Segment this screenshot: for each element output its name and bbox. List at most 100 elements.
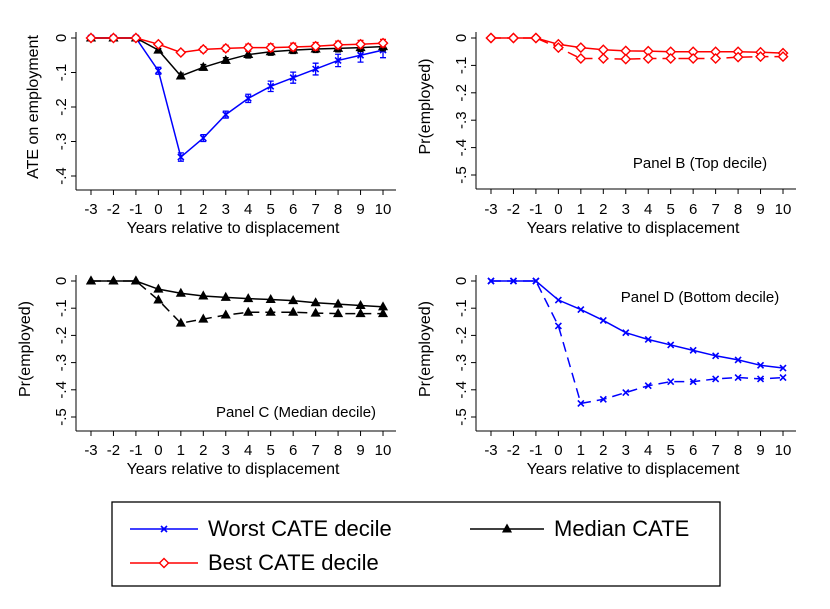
data-point bbox=[198, 290, 209, 300]
data-point bbox=[575, 53, 587, 65]
series-counterfactual bbox=[485, 32, 789, 65]
data-point bbox=[575, 42, 587, 54]
x-tick-label: 5 bbox=[267, 442, 275, 459]
data-point bbox=[287, 41, 299, 53]
data-point bbox=[689, 378, 697, 386]
legend-label-worst: Worst CATE decile bbox=[208, 516, 392, 541]
data-point bbox=[530, 32, 542, 44]
data-point bbox=[487, 277, 495, 285]
data-point bbox=[220, 291, 231, 301]
y-tick-label: -.3 bbox=[453, 111, 470, 129]
legend-box bbox=[111, 501, 721, 587]
y-tick-label: -.2 bbox=[53, 327, 70, 345]
x-tick-label: -2 bbox=[107, 201, 120, 218]
data-point bbox=[779, 373, 787, 382]
data-point bbox=[85, 275, 97, 285]
y-tick-label: -.4 bbox=[53, 381, 70, 399]
data-point bbox=[243, 293, 254, 303]
y-tick-label: -.1 bbox=[453, 299, 470, 317]
x-tick-label: 10 bbox=[375, 442, 392, 459]
y-tick-label: 0 bbox=[53, 34, 70, 42]
data-point bbox=[734, 373, 742, 382]
data-point bbox=[198, 313, 209, 323]
panelC: 0-.1-.2-.3-.4-.5-3 -2 -1 0 1 2 3 4 5 6 7 8 9 10Years … bbox=[17, 275, 396, 478]
data-point bbox=[222, 111, 230, 119]
x-tick-label: 9 bbox=[356, 201, 364, 218]
data-point bbox=[130, 32, 142, 44]
x-tick-label: -1 bbox=[129, 201, 142, 218]
x-tick-label: 3 bbox=[222, 201, 230, 218]
x-tick-label: 7 bbox=[711, 442, 719, 459]
series-best-cate-decile bbox=[85, 32, 389, 58]
data-point bbox=[599, 316, 607, 325]
y-tick-label: -.3 bbox=[53, 133, 70, 151]
data-point bbox=[356, 51, 365, 59]
data-point bbox=[622, 329, 630, 337]
data-point bbox=[107, 32, 119, 44]
series-counterfactual bbox=[487, 277, 787, 407]
data-point bbox=[265, 42, 277, 54]
data-point bbox=[509, 277, 518, 285]
x-tick-label: 9 bbox=[756, 442, 764, 459]
y-tick-label: -.5 bbox=[53, 408, 70, 426]
series-line bbox=[490, 280, 784, 405]
data-point bbox=[175, 287, 186, 297]
x-tick-label: 4 bbox=[244, 442, 252, 459]
data-point bbox=[665, 53, 677, 65]
data-point bbox=[710, 53, 722, 65]
x-tick-label: -2 bbox=[507, 201, 520, 218]
data-point bbox=[599, 395, 607, 403]
data-point bbox=[288, 295, 299, 305]
data-point bbox=[597, 44, 609, 56]
y-tick-label: 0 bbox=[453, 34, 470, 42]
data-point bbox=[642, 53, 654, 65]
y-tick-label: -.2 bbox=[53, 98, 70, 116]
x-tick-label: 6 bbox=[289, 201, 297, 218]
x-tick-label: -1 bbox=[529, 201, 542, 218]
x-tick-label: 0 bbox=[554, 442, 562, 459]
x-tick-label: 3 bbox=[622, 201, 630, 218]
data-point bbox=[689, 346, 697, 354]
data-point bbox=[687, 53, 699, 65]
y-tick-label: 0 bbox=[53, 277, 70, 285]
x-tick-label: 8 bbox=[734, 201, 742, 218]
data-point bbox=[197, 43, 209, 55]
x-tick-label: 10 bbox=[775, 201, 792, 218]
data-point bbox=[355, 38, 367, 50]
y-axis-title: Pr(employed) bbox=[417, 58, 434, 154]
x-tick-label: 0 bbox=[154, 201, 162, 218]
legend: Worst CATE decile Median CATE Best CATE … bbox=[111, 501, 721, 587]
data-point bbox=[244, 94, 252, 102]
legend-label-median: Median CATE bbox=[554, 516, 689, 541]
x-tick-label: 7 bbox=[311, 442, 319, 459]
data-point bbox=[507, 32, 519, 44]
x-tick-label: 3 bbox=[622, 442, 630, 459]
x-tick-label: 2 bbox=[599, 442, 607, 459]
data-point bbox=[779, 364, 787, 372]
x-tick-label: 3 bbox=[222, 442, 230, 459]
y-tick-label: -.5 bbox=[453, 166, 470, 184]
x-tick-label: 8 bbox=[734, 442, 742, 459]
data-point bbox=[667, 341, 675, 349]
data-point bbox=[220, 42, 232, 54]
x-tick-label: 0 bbox=[554, 201, 562, 218]
data-point bbox=[577, 399, 585, 407]
x-axis-title: Years relative to displacement bbox=[527, 461, 740, 478]
data-point bbox=[333, 298, 344, 308]
series-median-cate bbox=[85, 32, 389, 80]
x-tick-label: -3 bbox=[484, 201, 497, 218]
x-tick-label: 5 bbox=[667, 201, 675, 218]
data-point bbox=[199, 134, 207, 142]
x-tick-label: 6 bbox=[689, 442, 697, 459]
data-point bbox=[732, 51, 744, 63]
data-point bbox=[597, 53, 609, 65]
data-point bbox=[220, 54, 231, 64]
legend-marker bbox=[501, 523, 513, 533]
x-tick-label: -3 bbox=[84, 201, 97, 218]
panelB: 0-.1-.2-.3-.4-.5-3 -2 -1 0 1 2 3 4 5 6 7 8 9 10Years … bbox=[417, 32, 796, 237]
y-axis-title: Pr(employed) bbox=[417, 301, 434, 397]
x-tick-label: 9 bbox=[356, 442, 364, 459]
data-point bbox=[377, 308, 389, 318]
y-tick-label: -.1 bbox=[53, 299, 70, 317]
